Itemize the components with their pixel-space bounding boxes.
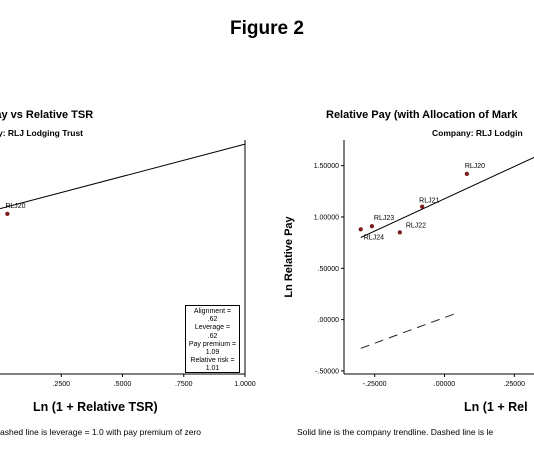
p1-point-rlj20 (464, 171, 469, 177)
left-chart-subtitle: y: RLJ Lodging Trust (0, 128, 83, 138)
left-stats-box: Alignment = .62 Leverage = .62 Pay premi… (185, 305, 240, 373)
p1-point-rlj22 (397, 230, 402, 235)
stat-relative-risk-value: 1.01 (205, 365, 220, 373)
right-chart-subtitle: Company: RLJ Lodgin (432, 128, 523, 138)
p1-y-tick-label: .50000 (318, 266, 340, 273)
stat-relative-risk-label: Relative risk = (190, 357, 235, 365)
p1-leverage-dashed-line (360, 311, 459, 349)
p1-point-rlj24 (358, 227, 363, 232)
stat-pay-premium-label: Pay premium = (188, 340, 237, 348)
p0-point-rlj20 (5, 211, 10, 216)
p1-y-tick-label: .00000 (318, 317, 340, 324)
p1-y-tick-label: 1.00000 (314, 214, 339, 221)
stat-alignment-label: Alignment = (193, 308, 232, 315)
p1-trendline (360, 156, 534, 238)
p0-trendline (0, 143, 246, 210)
p0-point-label-rlj20: RLJ20 (5, 203, 25, 210)
stat-leverage-value: .62 (207, 332, 218, 340)
p1-point-label-rlj24: RLJ24 (364, 234, 384, 241)
p1-point-rlj21 (420, 204, 425, 209)
right-x-axis-label: Ln (1 + Rel (464, 400, 528, 414)
figure-title: Figure 2 (230, 18, 304, 39)
right-chart-title: Relative Pay (with Allocation of Mark (326, 109, 518, 121)
p1-point-label-rlj21: RLJ21 (419, 198, 439, 205)
p0-x-tick-label: 1.0000 (234, 381, 256, 388)
p1-point-label-rlj22: RLJ22 (406, 222, 426, 229)
p0-x-tick-label: .7500 (175, 381, 193, 388)
p1-point-rlj23 (369, 224, 375, 229)
p0-x-tick-label: .5000 (114, 381, 132, 388)
p1-point-label-rlj20: RLJ20 (465, 163, 485, 170)
p1-point-label-rlj23: RLJ23 (374, 215, 394, 222)
right-caption: Solid line is the company trendline. Das… (297, 427, 494, 437)
p1-y-axis-label: Ln Relative Pay (283, 215, 295, 297)
p1-x-tick-label: .25000 (504, 381, 526, 388)
p1-x-tick-label: -.25000 (363, 381, 387, 388)
stat-leverage-label: Leverage = (194, 324, 231, 332)
p1-y-tick-label: 1.50000 (314, 163, 339, 170)
p0-x-tick-label: .2500 (52, 381, 70, 388)
stat-pay-premium-value: 1.09 (205, 349, 220, 357)
p1-y-tick-label: -.50000 (315, 368, 339, 375)
left-chart-title: Pay vs Relative TSR (0, 109, 94, 121)
p1-x-tick-label: .00000 (434, 381, 456, 388)
stat-alignment-value: .62 (207, 316, 218, 324)
left-caption: ashed line is leverage = 1.0 with pay pr… (0, 427, 202, 437)
left-x-axis-label: Ln (1 + Relative TSR) (33, 400, 158, 414)
